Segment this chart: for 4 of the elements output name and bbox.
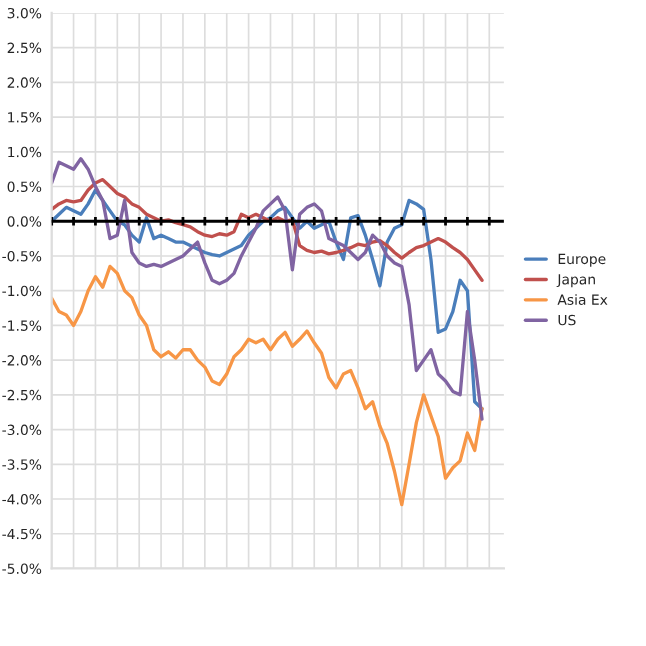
line-series xyxy=(51,264,484,507)
line-series xyxy=(51,188,484,411)
line-series xyxy=(51,177,484,282)
line-series xyxy=(51,157,484,421)
